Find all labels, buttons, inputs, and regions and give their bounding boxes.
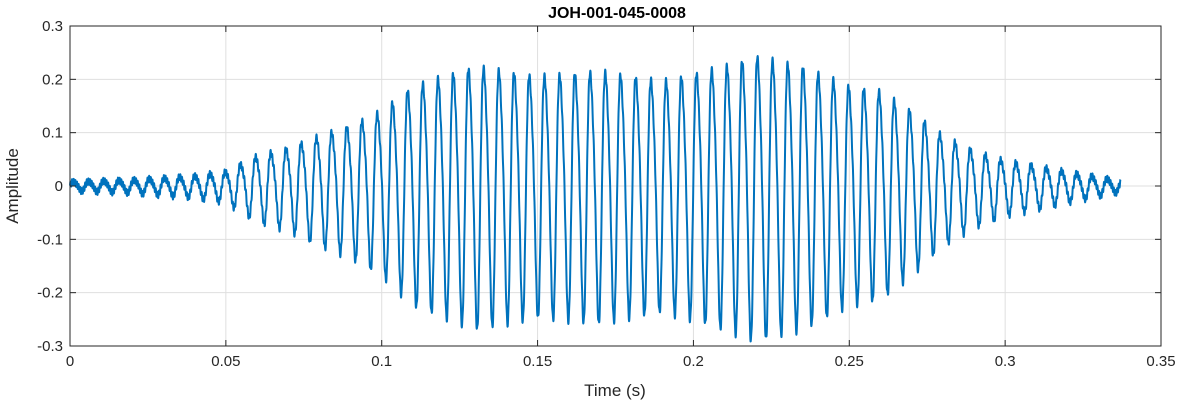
x-tick-label: 0.1	[371, 353, 392, 370]
chart-title: JOH-001-045-0008	[548, 5, 686, 22]
x-tick-label: 0.35	[1146, 353, 1175, 370]
y-tick-label: -0.1	[37, 231, 63, 248]
x-tick-label: 0	[66, 353, 74, 370]
plot-area	[69, 55, 1122, 343]
y-tick-label: -0.3	[37, 338, 63, 355]
waveform-series-line	[69, 55, 1122, 343]
y-tick-label: 0.2	[42, 71, 63, 88]
y-tick-label: 0.1	[42, 125, 63, 142]
x-tick-label: 0.05	[211, 353, 240, 370]
x-tick-label: 0.2	[683, 353, 704, 370]
x-axis-label: Time (s)	[584, 381, 646, 400]
x-tick-label: 0.15	[523, 353, 552, 370]
x-tick-label: 0.3	[995, 353, 1016, 370]
x-tick-label: 0.25	[835, 353, 864, 370]
x-axis: 0 0.05 0.1 0.15 0.2 0.25 0.3 0.35	[66, 26, 1176, 370]
y-axis: -0.3 -0.2 -0.1 0 0.1 0.2 0.3	[37, 18, 1161, 355]
y-tick-label: 0.3	[42, 18, 63, 35]
y-tick-label: 0	[55, 178, 63, 195]
y-tick-label: -0.2	[37, 285, 63, 302]
y-axis-label: Amplitude	[3, 148, 22, 224]
